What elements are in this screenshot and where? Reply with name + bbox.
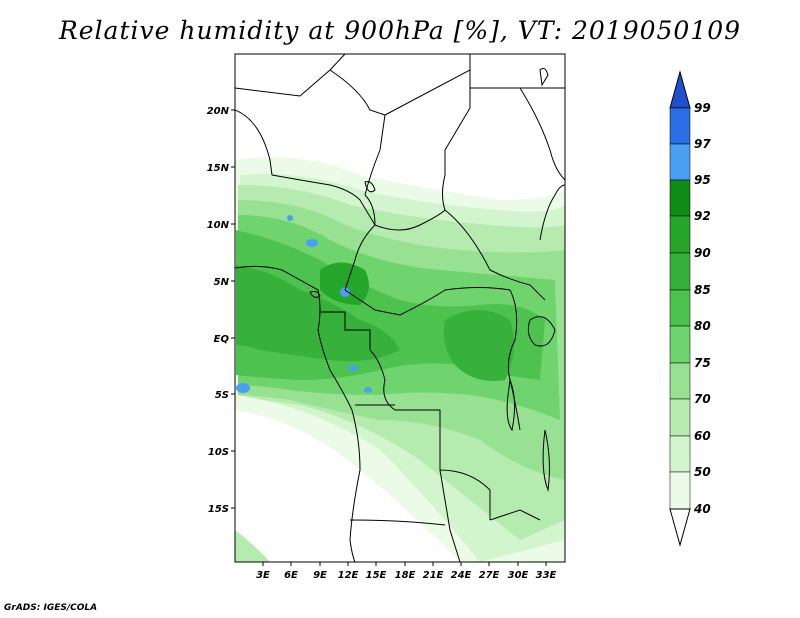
lake-chad (364, 181, 376, 193)
y-tick-label: 15S (208, 504, 229, 515)
border-chad-niger (329, 69, 386, 226)
x-tick-label: 21E (423, 570, 444, 581)
y-tick-label: 20N (207, 106, 230, 117)
colorbar: 99 97 95 92 90 85 80 75 70 60 50 40 (669, 70, 711, 547)
colorbar-label: 99 (694, 101, 711, 115)
y-tick-label: 5S (215, 390, 229, 401)
field-85-90-east (443, 310, 514, 381)
colorbar-label: 40 (693, 502, 711, 516)
sinai-coast (539, 67, 549, 87)
x-tick-label: 12E (338, 570, 359, 581)
field-95-97-spot3 (236, 383, 250, 393)
border-car-north (374, 209, 546, 301)
colorbar-label: 95 (694, 173, 711, 187)
map-frame (234, 53, 566, 563)
field-95-97-spot2 (340, 287, 350, 297)
colorbar-segment (669, 215, 691, 254)
lake-tanganyika (506, 378, 516, 432)
colorbar-segment (669, 471, 691, 510)
x-tick-label: 6E (284, 570, 298, 581)
y-axis: 20N 15N 10N 5N EQ 5S 10S 15S (207, 106, 235, 515)
x-tick-label: 33E (536, 570, 557, 581)
colorbar-label: 97 (694, 137, 711, 151)
humidity-field (235, 54, 565, 562)
border-drc-angola (369, 349, 491, 520)
x-tick-label: 30E (508, 570, 529, 581)
x-tick-label: 18E (395, 570, 416, 581)
colorbar-label: 70 (694, 392, 711, 406)
field-95-97-spot6 (287, 215, 293, 221)
colorbar-segment (669, 325, 691, 364)
colorbar-segment (669, 362, 691, 400)
x-tick-label: 3E (256, 570, 270, 581)
colorbar-label: 85 (694, 283, 711, 297)
colorbar-label: 90 (694, 246, 711, 260)
y-tick-label: EQ (214, 334, 230, 345)
colorbar-segment (669, 143, 691, 181)
border-zambia-east (489, 509, 541, 521)
lake-victoria (527, 316, 556, 347)
y-tick-label: 10N (207, 220, 230, 231)
border-sudan-w (442, 107, 471, 211)
colorbar-segment (669, 179, 691, 217)
colorbar-segment (669, 398, 691, 437)
x-tick-label: 9E (313, 570, 327, 581)
x-tick-label: 24E (451, 570, 472, 581)
border-nigeria (271, 174, 376, 291)
y-tick-label: 10S (208, 447, 229, 458)
border-zambia (439, 469, 461, 562)
coastline-west (235, 265, 361, 562)
field-95-97-spot5 (364, 387, 372, 393)
border-ethiopia (539, 184, 565, 241)
colorbar-label: 92 (694, 209, 711, 223)
border-north-1 (235, 54, 346, 97)
footer-credit: GrADS: IGES/COLA (4, 603, 98, 613)
lake-malawi (542, 429, 550, 492)
colorbar-segment (669, 289, 691, 327)
field-sw-corner (235, 530, 270, 562)
border-north-2 (235, 109, 273, 176)
field-85-90-west (236, 265, 400, 362)
field-90-92 (320, 262, 369, 305)
colorbar-label: 80 (694, 319, 711, 333)
boundaries (235, 54, 565, 562)
field-95-97-spot4 (348, 365, 358, 371)
border-namibia (349, 519, 446, 526)
colorbar-label: 75 (694, 356, 711, 370)
colorbar-label: 50 (694, 465, 711, 479)
colorbar-label: 60 (694, 429, 711, 443)
x-tick-label: 27E (479, 570, 500, 581)
island-bioko (309, 291, 321, 298)
x-tick-label: 15E (366, 570, 387, 581)
colorbar-segment (669, 435, 691, 473)
border-car-south (344, 287, 511, 316)
x-axis: 3E 6E 9E 12E 15E 18E 21E 24E 27E 30E 33E (256, 562, 557, 581)
colorbar-bottom-arrow (669, 508, 691, 547)
colorbar-segment (669, 252, 691, 291)
colorbar-top-arrow (669, 70, 691, 109)
coastline-redsea (519, 87, 565, 181)
y-tick-label: 15N (207, 163, 230, 174)
colorbar-segment (669, 107, 691, 145)
border-gabon (320, 311, 371, 350)
y-tick-label: 5N (214, 277, 230, 288)
field-95-97-spot1 (306, 239, 318, 247)
map-title: Relative humidity at 900hPa [%], VT: 201… (58, 16, 742, 45)
